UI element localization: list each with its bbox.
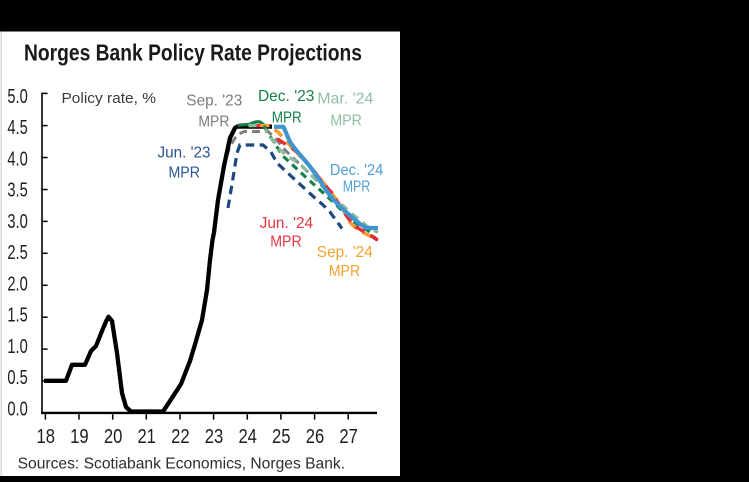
svg-text:4.5: 4.5 [7,116,27,139]
svg-text:MPR: MPR [270,234,302,251]
svg-text:18: 18 [37,425,56,448]
svg-text:Sep. '24: Sep. '24 [317,244,373,261]
svg-text:MPR: MPR [330,113,362,130]
svg-text:Dec. '23: Dec. '23 [258,88,315,105]
svg-text:22: 22 [171,425,190,448]
svg-text:MPR: MPR [272,109,302,126]
svg-text:MPR: MPR [329,263,361,280]
svg-text:3.0: 3.0 [7,210,27,233]
svg-text:MPR: MPR [168,164,200,181]
svg-text:27: 27 [339,425,358,448]
svg-text:1.5: 1.5 [7,304,27,327]
svg-text:0.5: 0.5 [7,366,27,389]
svg-text:21: 21 [137,425,156,448]
svg-text:Policy rate, %: Policy rate, % [62,91,157,107]
svg-text:Mar. '24: Mar. '24 [317,90,373,107]
svg-text:Norges Bank Policy Rate Projec: Norges Bank Policy Rate Projections [24,39,362,65]
svg-text:26: 26 [306,425,325,448]
svg-text:25: 25 [272,425,291,448]
svg-text:Jun. '23: Jun. '23 [158,144,211,161]
svg-text:19: 19 [70,425,89,448]
svg-text:20: 20 [104,425,123,448]
svg-text:MPR: MPR [198,114,229,131]
svg-text:23: 23 [205,425,224,448]
svg-text:MPR: MPR [343,179,371,196]
svg-text:2.5: 2.5 [7,241,27,264]
svg-text:Sep. '23: Sep. '23 [186,93,242,110]
svg-text:Dec. '24: Dec. '24 [330,162,384,179]
svg-text:4.0: 4.0 [7,147,27,170]
svg-text:3.5: 3.5 [7,179,27,202]
svg-text:5.0: 5.0 [7,85,27,108]
svg-text:24: 24 [238,425,257,448]
svg-text:1.0: 1.0 [7,335,27,358]
svg-text:Jun. '24: Jun. '24 [260,215,314,232]
svg-text:2.0: 2.0 [7,272,27,295]
svg-text:Sources: Scotiabank Economics,: Sources: Scotiabank Economics, Norges Ba… [18,456,346,473]
svg-text:0.0: 0.0 [7,398,27,421]
